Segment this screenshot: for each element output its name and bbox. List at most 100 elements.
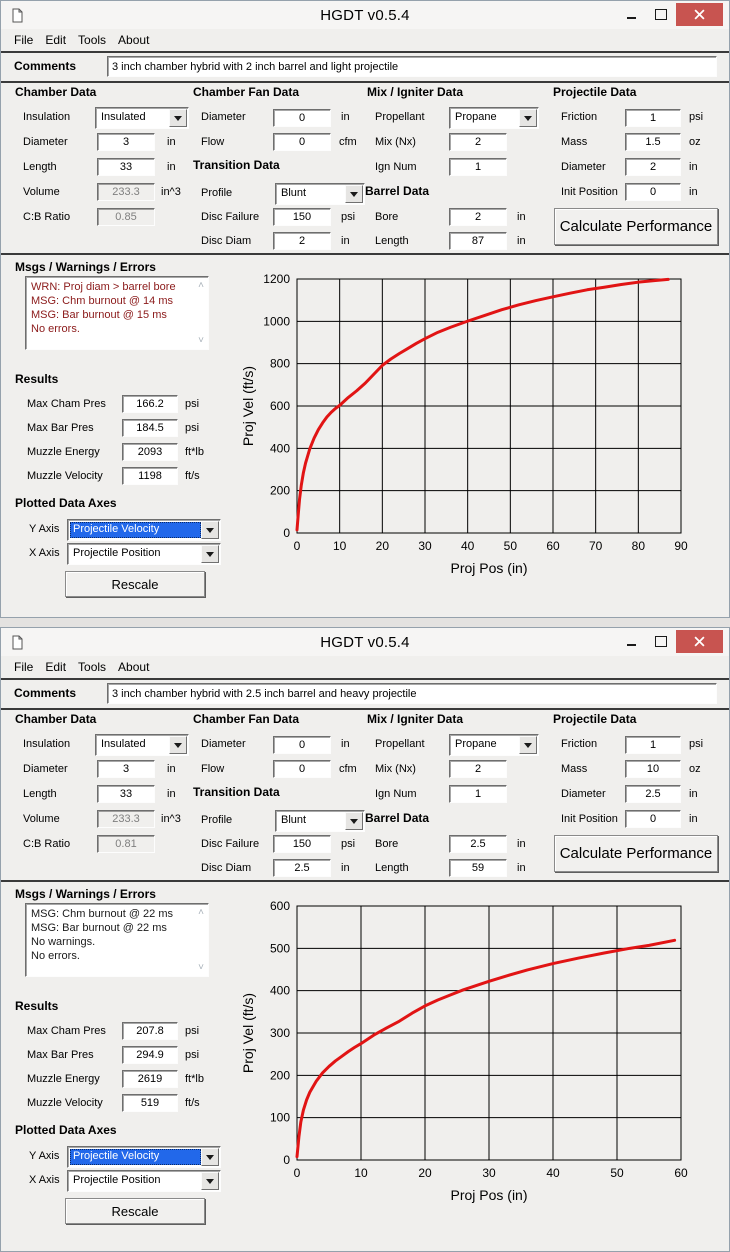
mass-field[interactable]: 10 — [625, 760, 681, 778]
insulation-dropdown[interactable]: Insulated — [95, 107, 189, 129]
volume-label: Volume — [23, 813, 60, 825]
menu-tools[interactable]: Tools — [78, 33, 107, 47]
chevron-down-icon[interactable] — [169, 109, 187, 127]
divider — [1, 253, 729, 255]
propellant-dropdown[interactable]: Propane — [449, 107, 539, 129]
close-button[interactable] — [676, 630, 723, 653]
proj-diameter-field[interactable]: 2.5 — [625, 785, 681, 803]
barrel-length-label: Length — [375, 235, 409, 247]
fan-flow-field[interactable]: 0 — [273, 133, 331, 151]
menu-file[interactable]: File — [14, 660, 34, 674]
app-window-2: HGDT v0.5.4 File Edit Tools About Commen… — [0, 627, 730, 1252]
messages-listbox[interactable]: MSG: Chm burnout @ 22 ms MSG: Bar burnou… — [25, 903, 209, 977]
msgs-title: Msgs / Warnings / Errors — [15, 887, 156, 901]
bore-field[interactable]: 2 — [449, 208, 507, 226]
insulation-dropdown[interactable]: Insulated — [95, 734, 189, 756]
chamber-length-field[interactable]: 33 — [97, 158, 155, 176]
svg-text:200: 200 — [270, 1068, 290, 1082]
menu-edit[interactable]: Edit — [45, 660, 67, 674]
disc-failure-field[interactable]: 150 — [273, 835, 331, 853]
mass-label: Mass — [561, 136, 588, 148]
ign-num-field[interactable]: 1 — [449, 158, 507, 176]
message-line: No warnings. — [31, 936, 96, 948]
menu-tools[interactable]: Tools — [78, 660, 107, 674]
minimize-button[interactable] — [619, 630, 643, 653]
friction-field[interactable]: 1 — [625, 109, 681, 127]
menu-edit[interactable]: Edit — [45, 33, 67, 47]
unit-psi: psi — [185, 398, 200, 410]
calculate-performance-button[interactable]: Calculate Performance — [554, 208, 718, 245]
proj-diameter-field[interactable]: 2 — [625, 158, 681, 176]
bore-field[interactable]: 2.5 — [449, 835, 507, 853]
unit-in3: in^3 — [161, 186, 181, 198]
fan-diameter-field[interactable]: 0 — [273, 109, 331, 127]
calculate-performance-button[interactable]: Calculate Performance — [554, 835, 718, 872]
fan-diameter-field[interactable]: 0 — [273, 736, 331, 754]
y-axis-dropdown[interactable]: Projectile Velocity — [67, 519, 221, 541]
rescale-button[interactable]: Rescale — [65, 1198, 205, 1224]
muzzle-energy-label: Muzzle Energy — [27, 1073, 100, 1085]
menu-file[interactable]: File — [14, 33, 34, 47]
scroll-down-icon[interactable]: ˅ — [198, 962, 204, 973]
titlebar[interactable]: HGDT v0.5.4 — [1, 628, 729, 656]
barrel-length-field[interactable]: 59 — [449, 859, 507, 877]
menu-about[interactable]: About — [118, 660, 150, 674]
y-axis-label: Y Axis — [29, 523, 60, 535]
x-axis-dropdown[interactable]: Projectile Position — [67, 1170, 221, 1192]
svg-text:1200: 1200 — [263, 272, 290, 286]
performance-chart: 0 10 20 30 40 50 60 70 80 90 0 200 400 600 800 1000 1200… — [240, 272, 688, 576]
init-position-field[interactable]: 0 — [625, 810, 681, 828]
chamber-length-field[interactable]: 33 — [97, 785, 155, 803]
cb-ratio-field: 0.81 — [97, 835, 155, 853]
chevron-down-icon[interactable] — [519, 109, 537, 127]
menu-about[interactable]: About — [118, 33, 150, 47]
x-axis-dropdown[interactable]: Projectile Position — [67, 543, 221, 565]
disc-failure-field[interactable]: 150 — [273, 208, 331, 226]
max-bar-pres-field: 184.5 — [122, 419, 178, 437]
friction-field[interactable]: 1 — [625, 736, 681, 754]
unit-psi: psi — [185, 422, 200, 434]
close-button[interactable] — [676, 3, 723, 26]
chevron-down-icon[interactable] — [345, 185, 363, 203]
comments-input[interactable] — [107, 56, 717, 77]
disc-diam-field[interactable]: 2 — [273, 232, 331, 250]
disc-diam-field[interactable]: 2.5 — [273, 859, 331, 877]
scroll-up-icon[interactable]: ˄ — [198, 907, 204, 918]
scroll-up-icon[interactable]: ˄ — [198, 280, 204, 291]
maximize-button[interactable] — [649, 630, 673, 653]
propellant-dropdown[interactable]: Propane — [449, 734, 539, 756]
comments-input[interactable] — [107, 683, 717, 704]
chevron-down-icon[interactable] — [201, 1172, 219, 1190]
titlebar[interactable]: HGDT v0.5.4 — [1, 1, 729, 29]
profile-dropdown[interactable]: Blunt — [275, 810, 365, 832]
fan-flow-field[interactable]: 0 — [273, 760, 331, 778]
profile-dropdown[interactable]: Blunt — [275, 183, 365, 205]
message-line: MSG: Chm burnout @ 22 ms — [31, 908, 173, 920]
chevron-down-icon[interactable] — [169, 736, 187, 754]
minimize-button[interactable] — [619, 3, 643, 26]
svg-text:800: 800 — [270, 357, 290, 371]
scroll-down-icon[interactable]: ˅ — [198, 335, 204, 346]
messages-listbox[interactable]: WRN: Proj diam > barrel bore MSG: Chm bu… — [25, 276, 209, 350]
disc-diam-label: Disc Diam — [201, 235, 252, 247]
barrel-length-field[interactable]: 87 — [449, 232, 507, 250]
propellant-label: Propellant — [375, 111, 425, 123]
chevron-down-icon[interactable] — [201, 521, 219, 539]
x-axis-label: X Axis — [29, 547, 60, 559]
mix-nx-field[interactable]: 2 — [449, 760, 507, 778]
y-axis-dropdown[interactable]: Projectile Velocity — [67, 1146, 221, 1168]
muzzle-energy-field: 2093 — [122, 443, 178, 461]
chevron-down-icon[interactable] — [345, 812, 363, 830]
chamber-diameter-field[interactable]: 3 — [97, 760, 155, 778]
chamber-diameter-field[interactable]: 3 — [97, 133, 155, 151]
ign-num-field[interactable]: 1 — [449, 785, 507, 803]
chevron-down-icon[interactable] — [519, 736, 537, 754]
max-cham-pres-label: Max Cham Pres — [27, 398, 106, 410]
chevron-down-icon[interactable] — [201, 545, 219, 563]
mix-nx-field[interactable]: 2 — [449, 133, 507, 151]
init-position-field[interactable]: 0 — [625, 183, 681, 201]
maximize-button[interactable] — [649, 3, 673, 26]
mass-field[interactable]: 1.5 — [625, 133, 681, 151]
rescale-button[interactable]: Rescale — [65, 571, 205, 597]
chevron-down-icon[interactable] — [201, 1148, 219, 1166]
